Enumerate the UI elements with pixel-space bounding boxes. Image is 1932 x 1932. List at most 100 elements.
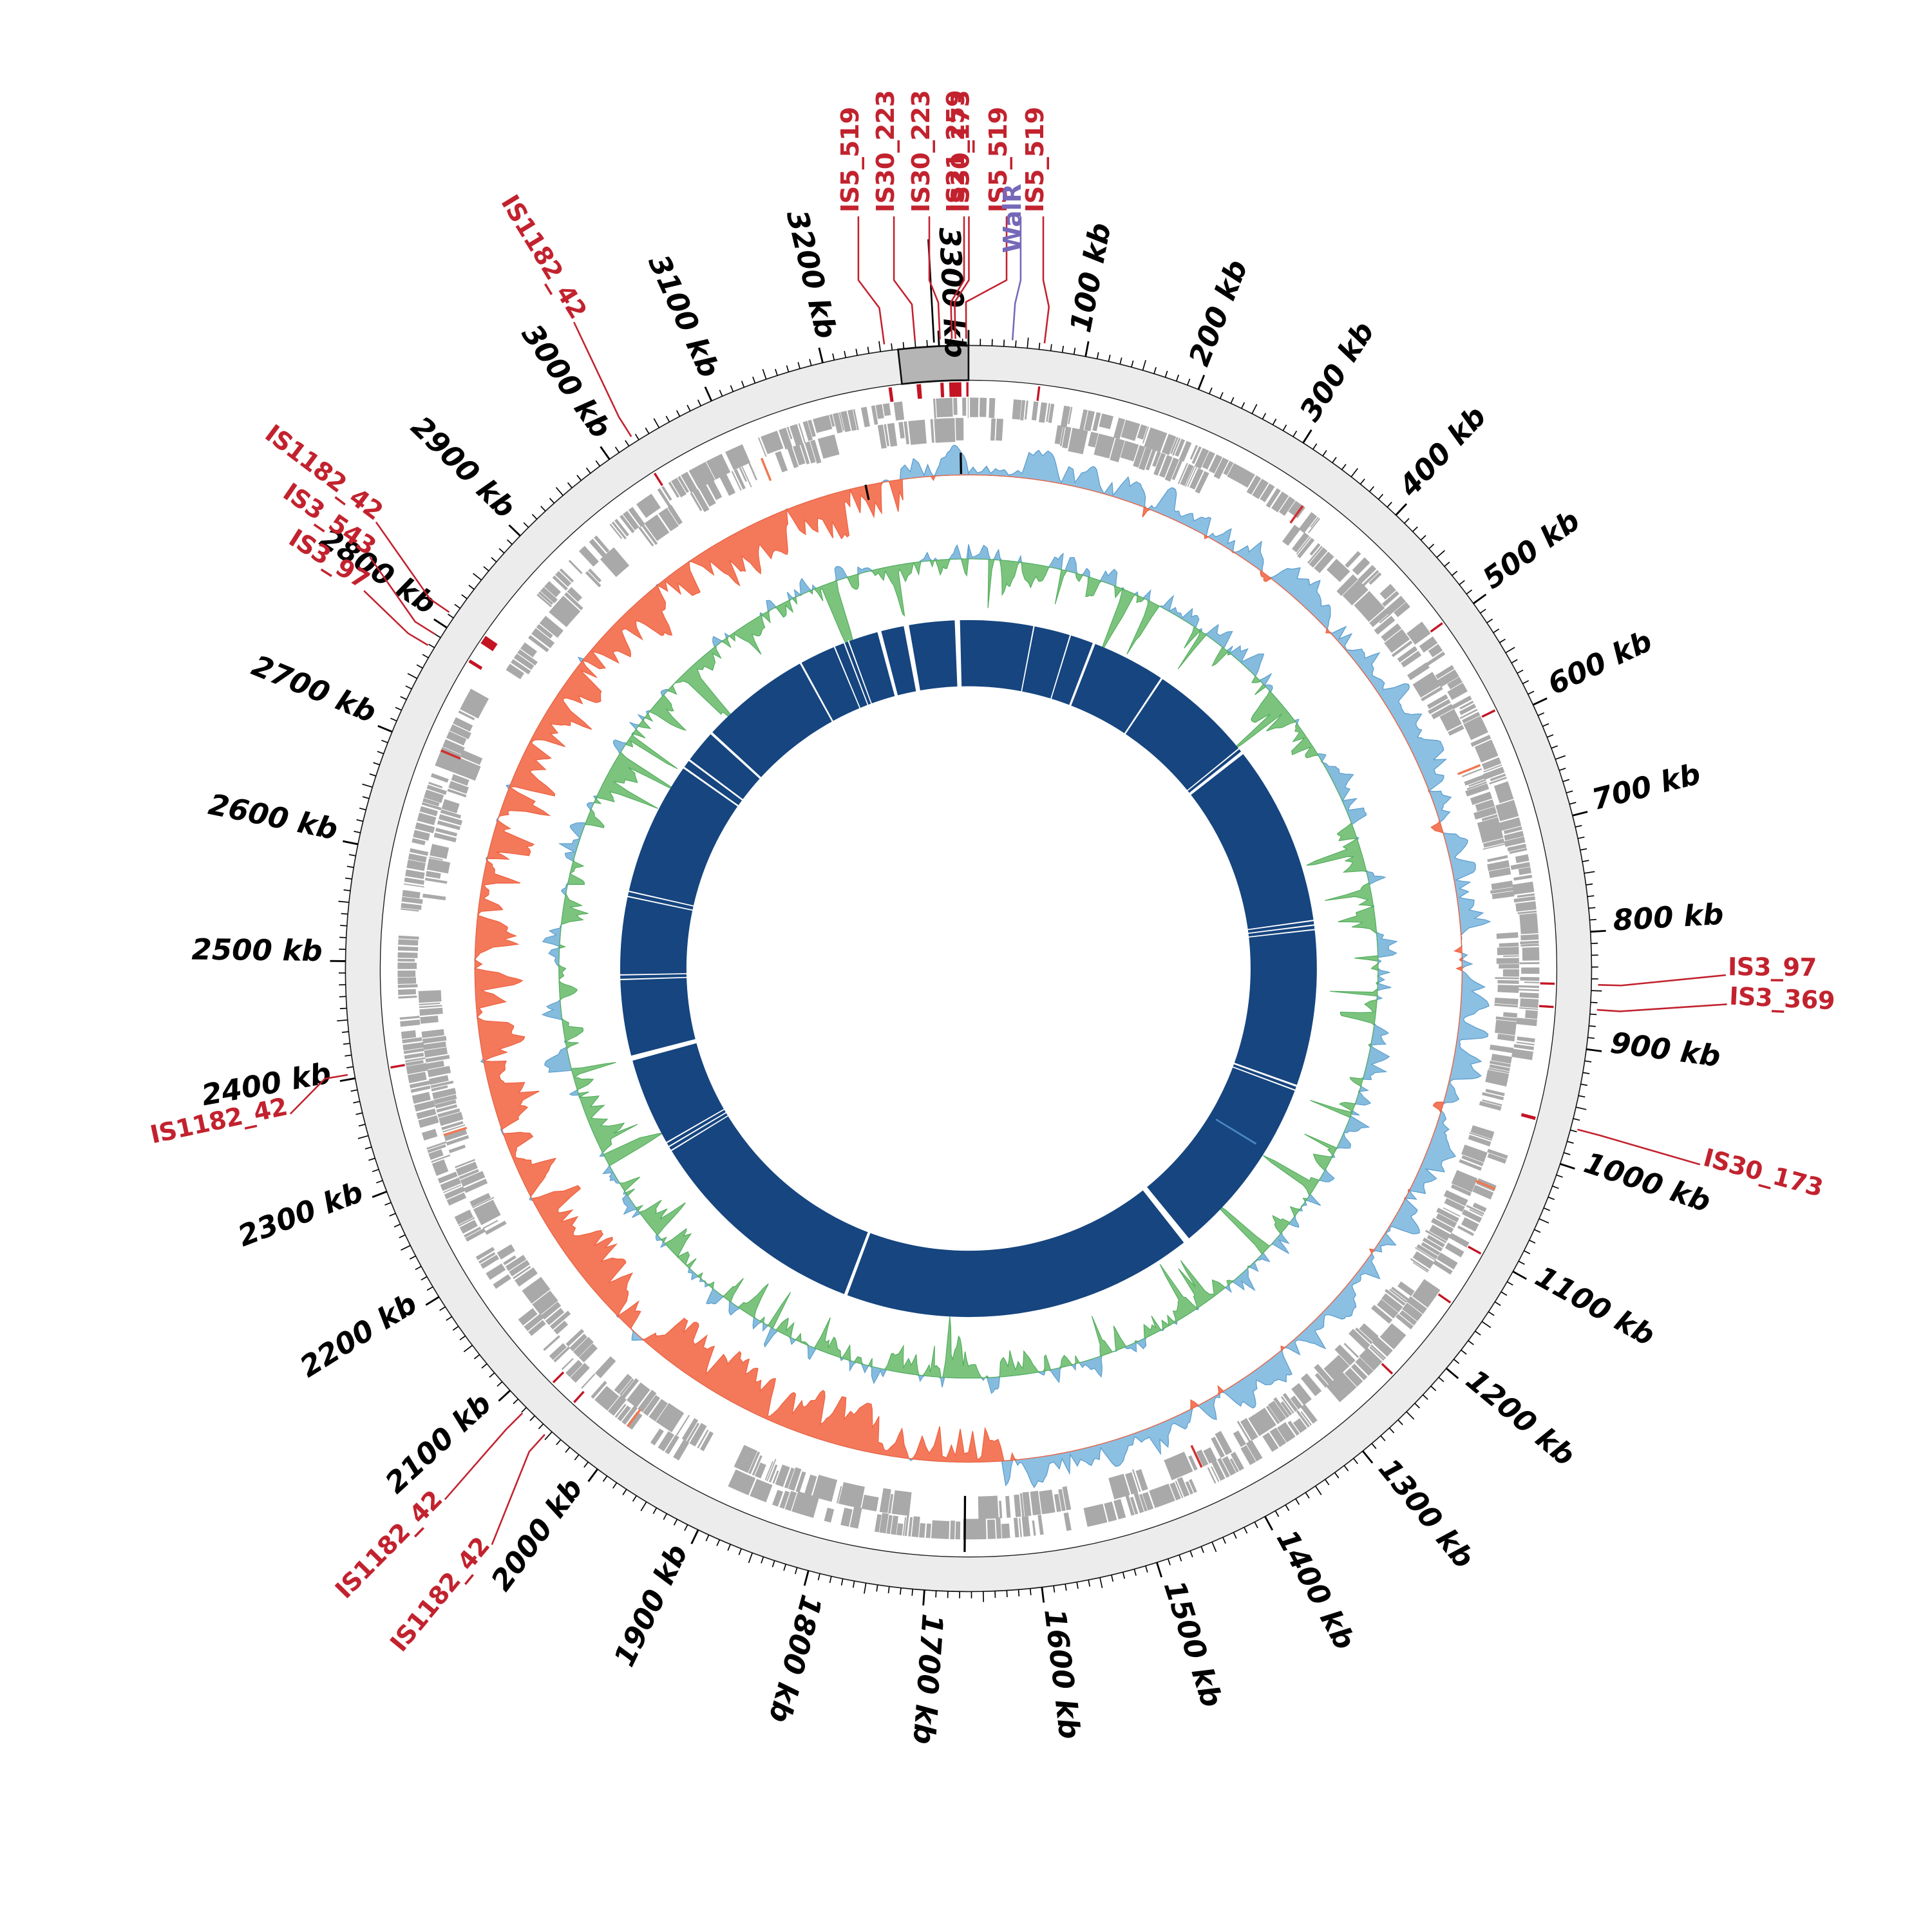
tick-label: 2600 kb	[205, 787, 341, 846]
is-element-tick	[1520, 1113, 1536, 1121]
is-element-label: IS21_259	[942, 90, 971, 213]
tick-label: 3200 kb	[780, 207, 844, 342]
tick-label: 1100 kb	[1530, 1259, 1660, 1352]
is-element-tick	[940, 383, 945, 397]
is-element-tick	[1468, 1245, 1482, 1255]
leader-line	[1596, 1003, 1727, 1012]
contig-gap	[682, 766, 740, 808]
contig-gap	[627, 890, 695, 907]
contig-ring	[619, 619, 1317, 1318]
tick-label: 1000 kb	[1580, 1146, 1714, 1219]
is-element-tick	[1539, 1005, 1554, 1009]
contig-gap	[667, 1112, 728, 1148]
contig-gap	[710, 731, 762, 780]
tick-label: 600 kb	[1542, 623, 1657, 701]
leader-line	[954, 216, 970, 339]
tick-label: 2000 kb	[484, 1472, 589, 1597]
gc-skew-negative	[473, 474, 1463, 1463]
tick-label: 200 kb	[1182, 255, 1255, 370]
is-element-label: IS30_223	[907, 90, 936, 213]
tick-label: 1700 kb	[907, 1613, 950, 1745]
leader-line	[893, 216, 916, 341]
tick-label: 2900 kb	[404, 410, 522, 525]
is-element-tick	[966, 382, 969, 397]
is-element-tick	[949, 382, 961, 397]
contig-gap	[1123, 677, 1164, 735]
is-element-tick	[1540, 982, 1555, 985]
ideogram-highlight-segment	[896, 345, 970, 385]
contig-gap	[1247, 929, 1316, 938]
tick-label: 1500 kb	[1157, 1577, 1229, 1712]
leader-line	[857, 216, 886, 345]
gene-accent	[1289, 505, 1304, 524]
tick-label: 900 kb	[1609, 1025, 1723, 1074]
is-element-tick	[1481, 709, 1496, 718]
gene-accent	[760, 457, 772, 481]
is-element-tick	[1437, 1293, 1452, 1304]
contig-gap	[1231, 1066, 1296, 1092]
contig-gap	[799, 661, 834, 723]
is-element-tick	[573, 1390, 585, 1403]
tick-label: 400 kb	[1392, 399, 1493, 504]
is-element-label: IS3_369	[1728, 982, 1835, 1016]
is-element-label: IS30_223	[871, 90, 900, 213]
tick-label: 1900 kb	[607, 1539, 695, 1672]
gene-accent	[440, 749, 461, 760]
tick-label: 700 kb	[1588, 757, 1704, 817]
is-element-label: IS30_173	[1700, 1143, 1826, 1203]
leader-line	[950, 216, 965, 339]
gene-accent	[1475, 1179, 1496, 1190]
is-element-tick	[653, 472, 663, 486]
is-element-tick	[1430, 622, 1443, 633]
tick-label: 1400 kb	[1270, 1524, 1362, 1655]
tick-label: 2200 kb	[294, 1286, 423, 1384]
contig-gap	[1050, 634, 1072, 700]
contig-gap	[1186, 747, 1240, 792]
leader-line	[491, 1434, 545, 1545]
tick-label: 2500 kb	[191, 933, 323, 968]
contig-gap	[619, 976, 688, 981]
contig-gap	[630, 1038, 698, 1061]
axis-ticks	[330, 330, 1606, 1606]
tick-label: 2300 kb	[233, 1175, 368, 1253]
ideogram-ring	[345, 345, 1593, 1593]
contig-gap	[1246, 920, 1315, 931]
tick-label: 500 kb	[1477, 503, 1586, 596]
leader-line	[289, 1074, 348, 1115]
is-element-tick	[552, 1371, 565, 1383]
is-element-tick	[916, 384, 922, 399]
contig-gap	[619, 973, 688, 976]
is-element-label: IS5_519	[1021, 107, 1050, 213]
leader-line	[1042, 216, 1050, 344]
is-element-tick	[480, 636, 498, 652]
is-element-label: IS30_173	[947, 90, 976, 213]
tick-label: 300 kb	[1293, 316, 1381, 427]
leader-line	[928, 216, 941, 339]
is-element-tick-track	[390, 382, 1555, 1403]
leader-line	[369, 556, 435, 635]
gene-accent	[443, 1126, 468, 1137]
gene-accent	[1457, 764, 1481, 775]
is-element-tick	[888, 387, 894, 402]
tick-label: 3100 kb	[641, 249, 726, 383]
is-element-tick	[390, 1064, 405, 1069]
gene-accent	[627, 1408, 641, 1428]
contig-gap	[877, 630, 898, 697]
tick-label: 2100 kb	[379, 1387, 498, 1501]
gene-track-reverse	[418, 417, 1519, 1519]
tick-label: 1300 kb	[1372, 1452, 1481, 1575]
contig-gap	[1021, 625, 1035, 693]
leader-line	[1577, 1128, 1701, 1166]
leader-line	[1011, 216, 1022, 341]
contig-gap	[843, 641, 869, 706]
is-element-tick	[1381, 1363, 1394, 1375]
leader-line	[1598, 974, 1726, 987]
contig-gap	[626, 895, 694, 911]
gene-track-accents	[440, 457, 1496, 1468]
contig-accent	[1215, 1119, 1257, 1145]
tick-label: 2700 kb	[247, 649, 381, 730]
is-element-label: IS1182_42	[495, 190, 592, 324]
gene-accent	[1190, 1444, 1203, 1468]
contig-gap	[688, 759, 744, 802]
